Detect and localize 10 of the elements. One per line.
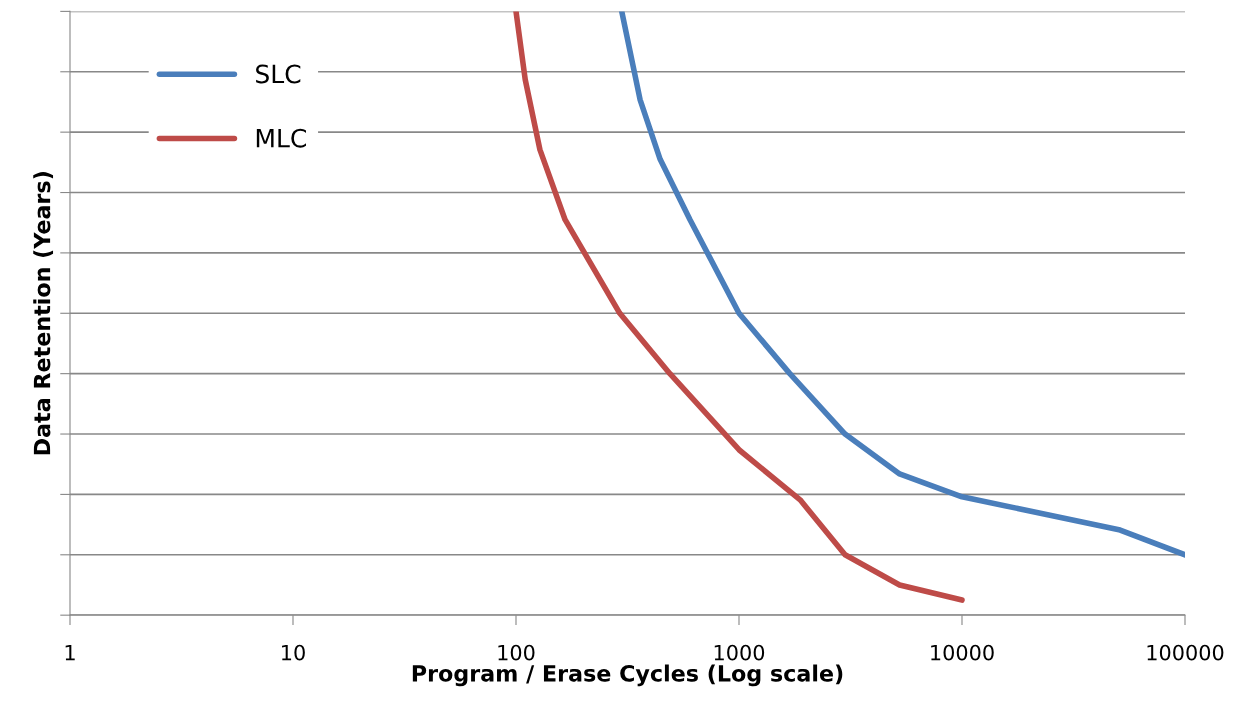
x-tick-label: 10: [282, 644, 305, 661]
x-tick-label: 100: [498, 644, 535, 661]
x-tick-label: 1000: [714, 644, 765, 661]
legend-label: SLC: [256, 64, 301, 84]
legend-label: MLC: [256, 128, 306, 148]
x-tick-label: 10000: [931, 644, 994, 661]
x-tick-label: 100000: [1147, 644, 1224, 661]
x-tick-label: 1: [65, 644, 75, 661]
x-axis-title: Program / Erase Cycles (Log scale): [412, 664, 843, 687]
y-axis-title: Data Retention (Years): [33, 172, 54, 455]
